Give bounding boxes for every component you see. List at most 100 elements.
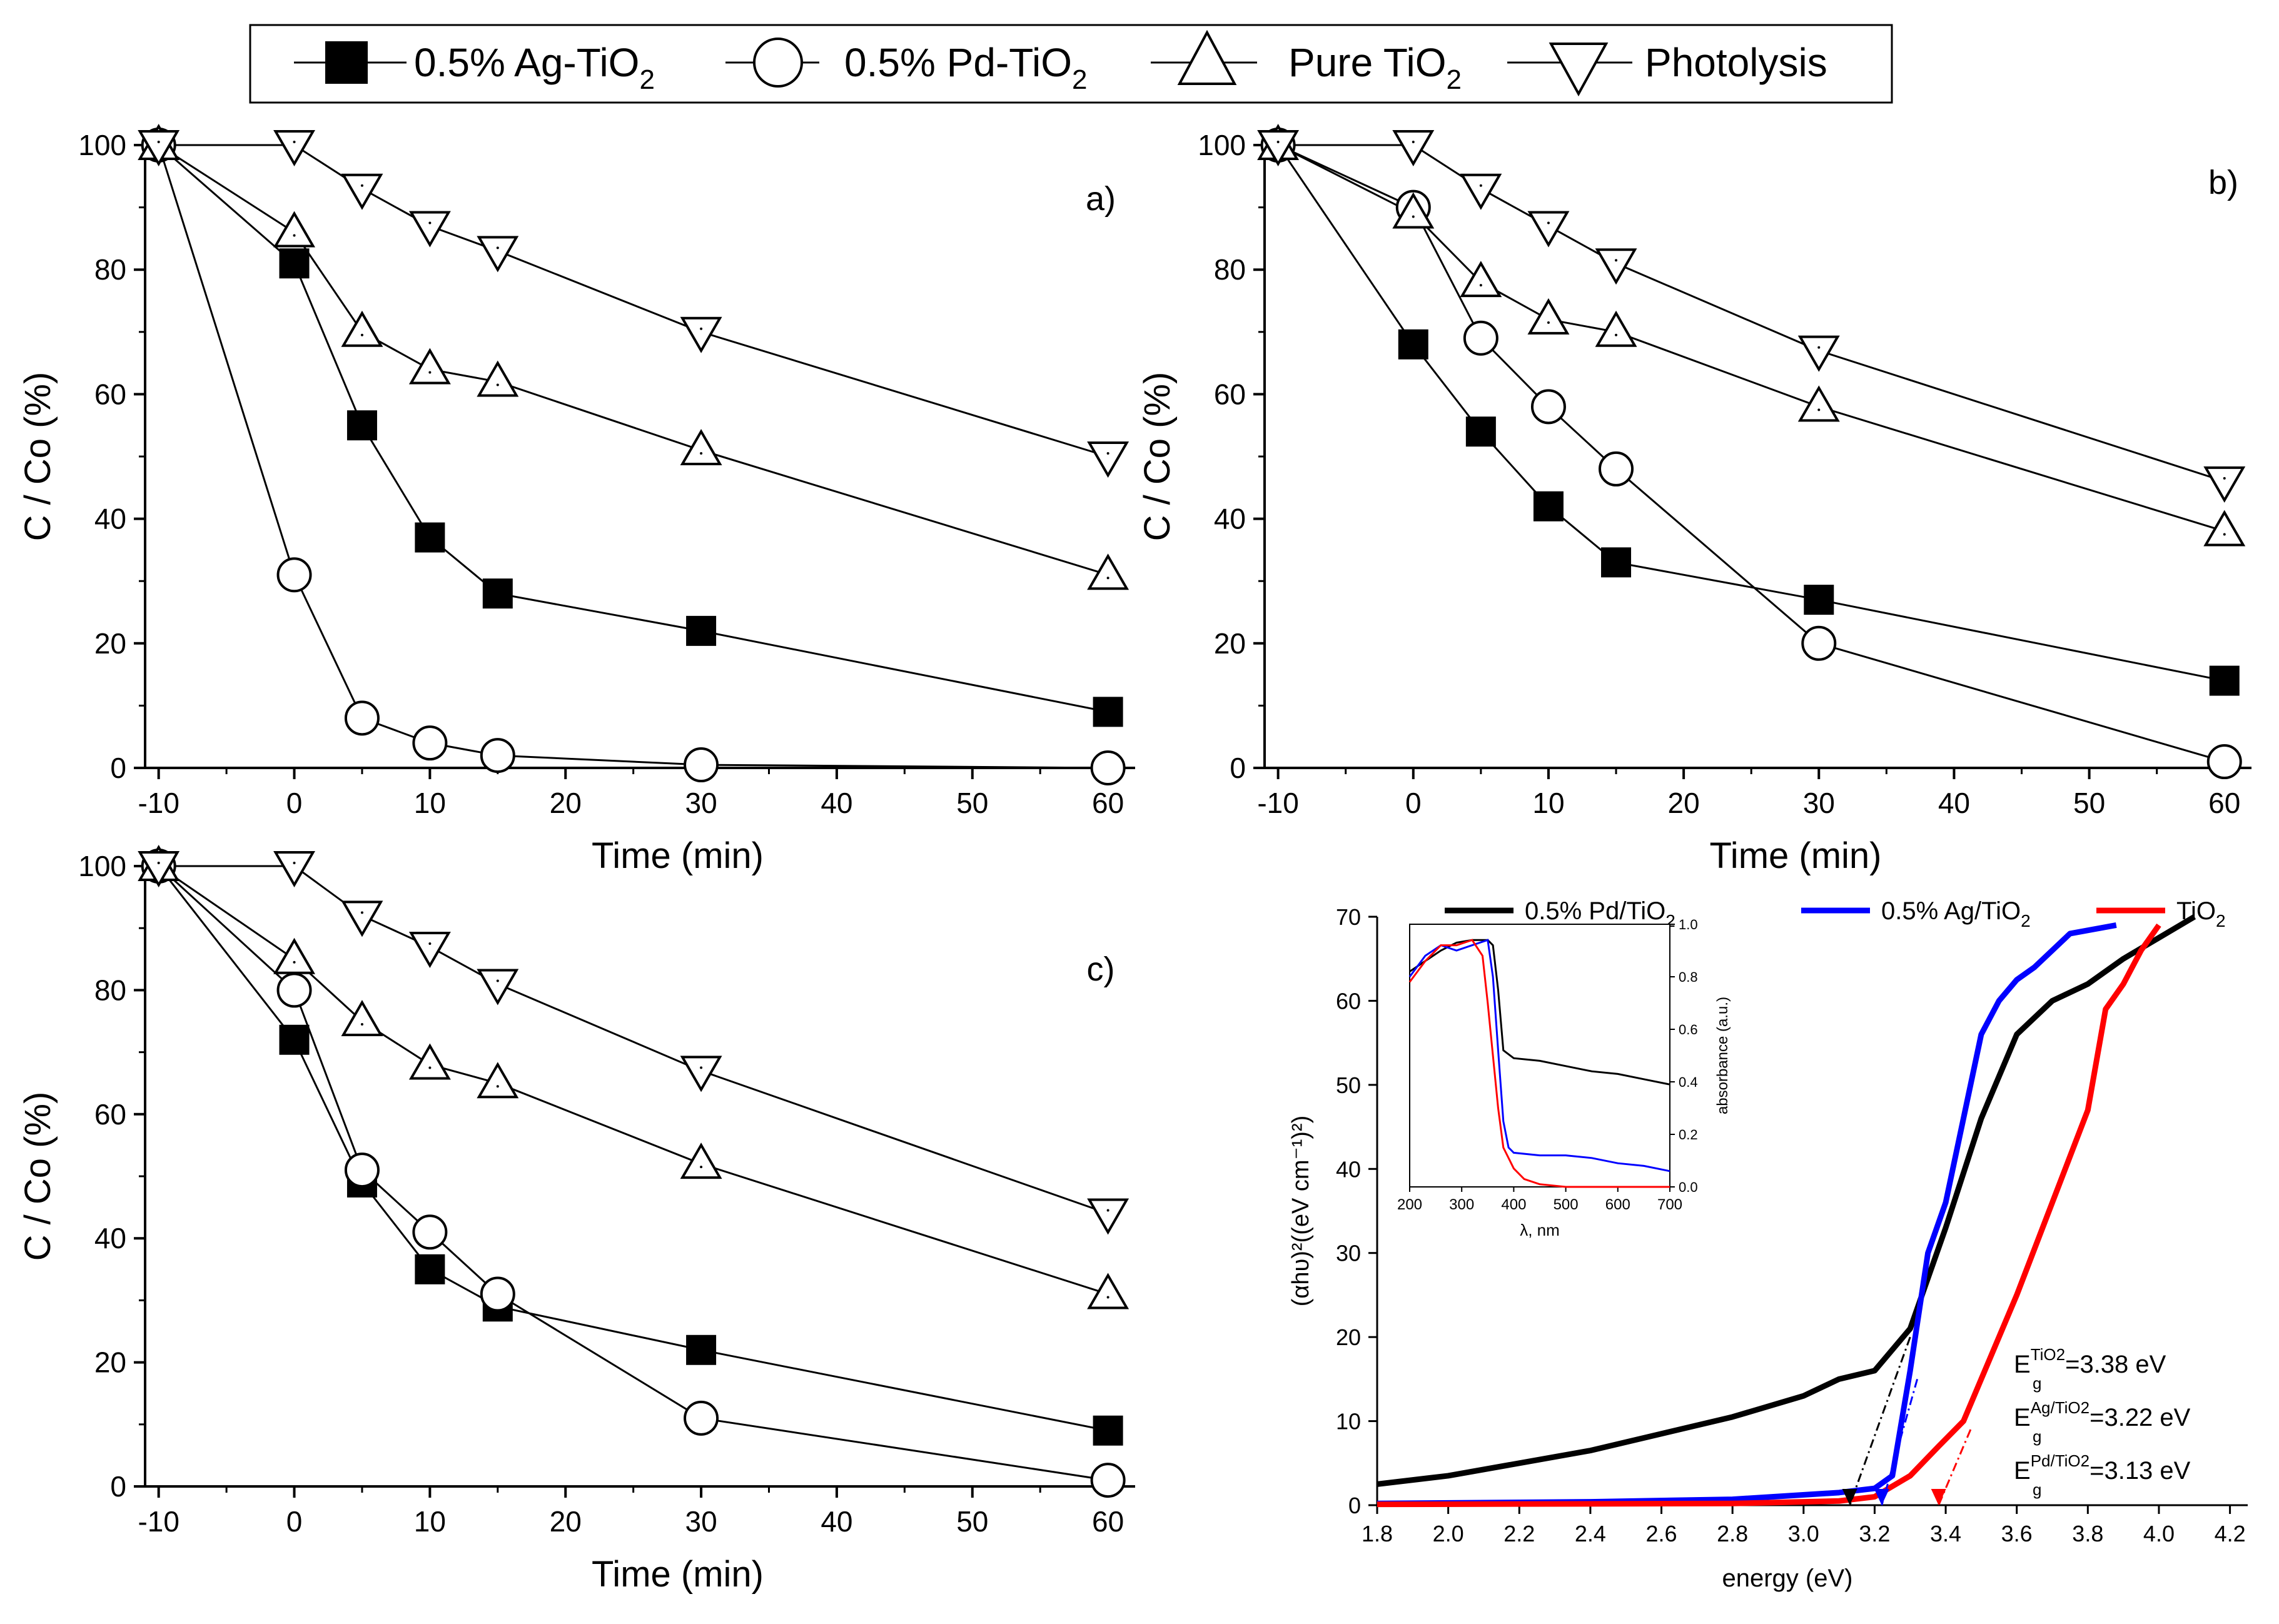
band-gap-part: =3.22 eV <box>2090 1404 2191 1431</box>
panel-label: a) <box>1086 180 1116 218</box>
data-point <box>1527 211 1570 248</box>
band-gap-sub: g <box>2033 1427 2041 1446</box>
inset-x-tick-label: 300 <box>1449 1196 1474 1213</box>
x-axis-label: Time (min) <box>1710 835 1882 876</box>
data-point-dot <box>1106 577 1109 580</box>
inset-x-axis-label: λ, nm <box>1520 1221 1560 1239</box>
data-point-dot <box>428 221 432 224</box>
data-point-dot <box>293 141 296 143</box>
data-point <box>138 130 180 167</box>
y-tick-label: 0 <box>110 752 126 784</box>
legend-label: 0.5% Pd/TiO2 <box>1525 897 1675 931</box>
data-point <box>415 1254 445 1284</box>
data-point <box>680 1056 722 1092</box>
data-point <box>1460 173 1502 210</box>
data-point-dot <box>360 333 363 336</box>
legend-entry-pd: 0.5% Pd-TiO2 <box>725 38 1087 95</box>
inset-y-tick-label: 0.2 <box>1679 1127 1698 1142</box>
x-tick-label: 20 <box>550 1505 582 1538</box>
band-gap-part: E <box>2014 1351 2031 1378</box>
band-gap-label: EAg/TiO2=3.22 eV <box>2014 1398 2191 1431</box>
inset-x-tick-label: 200 <box>1397 1196 1422 1213</box>
tauc-curve <box>1377 914 2196 1487</box>
x-tick-label: 4.0 <box>2143 1521 2175 1546</box>
x-tick-label: 0 <box>1405 787 1422 819</box>
data-point <box>686 615 717 646</box>
panel-label: b) <box>2208 164 2238 201</box>
data-point <box>1527 298 1570 335</box>
data-point-dot <box>293 234 296 237</box>
legend-label-text: TiO <box>2176 897 2216 925</box>
x-tick-label: 3.0 <box>1788 1521 1819 1546</box>
x-axis-label: energy (eV) <box>1722 1565 1853 1592</box>
inset-y-tick-label: 0.0 <box>1679 1179 1698 1195</box>
data-point-dot <box>700 452 703 455</box>
data-point-dot <box>428 1066 432 1069</box>
band-gap-sub: g <box>2033 1480 2041 1499</box>
data-point <box>477 360 519 397</box>
legend-entry-ag: 0.5% Ag-TiO2 <box>294 40 655 95</box>
data-point <box>138 851 180 888</box>
x-tick-label: 3.2 <box>1859 1521 1890 1546</box>
data-point-dot <box>700 327 703 330</box>
x-tick-label: 20 <box>550 787 582 819</box>
y-tick-label: 80 <box>94 253 126 286</box>
band-gap-part: =3.13 eV <box>2090 1457 2191 1485</box>
data-point <box>1090 1463 1126 1498</box>
data-point <box>273 851 315 888</box>
data-point-dot <box>360 184 363 187</box>
data-point <box>279 1024 310 1055</box>
inset-curve <box>1408 939 1670 1188</box>
y-tick-label: 100 <box>78 850 126 882</box>
legend-marker-open-circle <box>753 38 803 88</box>
legend-label-text: 0.5% Ag/TiO <box>1881 897 2021 925</box>
data-point-dot <box>496 979 499 982</box>
legend-frame <box>249 24 1893 104</box>
data-point <box>680 316 722 353</box>
data-point <box>1087 1198 1129 1235</box>
y-tick-label: 40 <box>94 503 126 535</box>
inset-y-tick-label: 1.0 <box>1679 917 1698 932</box>
data-point <box>1392 192 1435 229</box>
data-point <box>2206 744 2242 780</box>
data-point <box>684 1400 719 1436</box>
band-gap-part: =3.38 eV <box>2065 1351 2166 1378</box>
tauc-curve <box>1377 922 2117 1506</box>
data-point-dot <box>1479 284 1482 287</box>
data-point <box>1392 130 1435 167</box>
x-tick-label: 20 <box>1668 787 1700 819</box>
inset-y-tick-label: 0.4 <box>1679 1074 1698 1090</box>
series-line <box>158 865 1109 1295</box>
data-point <box>1797 335 1840 372</box>
y-tick-label: 0 <box>1348 1493 1361 1518</box>
x-tick-label: 60 <box>1092 1505 1124 1538</box>
x-axis-label: Time (min) <box>592 1554 764 1595</box>
data-point <box>1398 329 1428 360</box>
data-point <box>2209 665 2240 696</box>
data-point-dot <box>1412 141 1415 143</box>
data-point <box>273 130 315 167</box>
data-point <box>480 738 515 774</box>
legend-label-ag: 0.5% Ag-TiO2 <box>414 40 655 95</box>
inset-y-tick-label: 0.6 <box>1679 1022 1698 1037</box>
data-point <box>1093 697 1123 727</box>
inset-y-axis-label: absorbance (a.u.) <box>1714 997 1731 1114</box>
y-tick-label: 0 <box>1230 752 1246 784</box>
data-point-dot <box>2223 533 2226 536</box>
data-point <box>1257 130 1300 167</box>
panel-d-chart: 1.8 2.0 2.2 2.4 2.6 2.8 3.0 3.2 3.4 3.6 3.8 4.0 4.2 0… <box>1288 897 2248 1592</box>
legend-label-pd: 0.5% Pd-TiO2 <box>844 40 1087 95</box>
data-point <box>1463 320 1498 356</box>
inset-curve <box>1408 939 1670 1173</box>
x-tick-label: 2.8 <box>1717 1521 1748 1546</box>
x-tick-label: 50 <box>2073 787 2105 819</box>
y-tick-label: 20 <box>1336 1324 1361 1350</box>
y-tick-label: 10 <box>1336 1409 1361 1435</box>
data-point <box>273 211 315 248</box>
inset-x-tick-label: 400 <box>1501 1196 1526 1213</box>
data-point-dot <box>1615 333 1618 336</box>
band-gap-label: ETiO2=3.38 eV <box>2014 1345 2166 1378</box>
data-point-dot <box>293 961 296 964</box>
data-point <box>408 348 451 385</box>
inset-frame <box>1409 924 1670 1188</box>
